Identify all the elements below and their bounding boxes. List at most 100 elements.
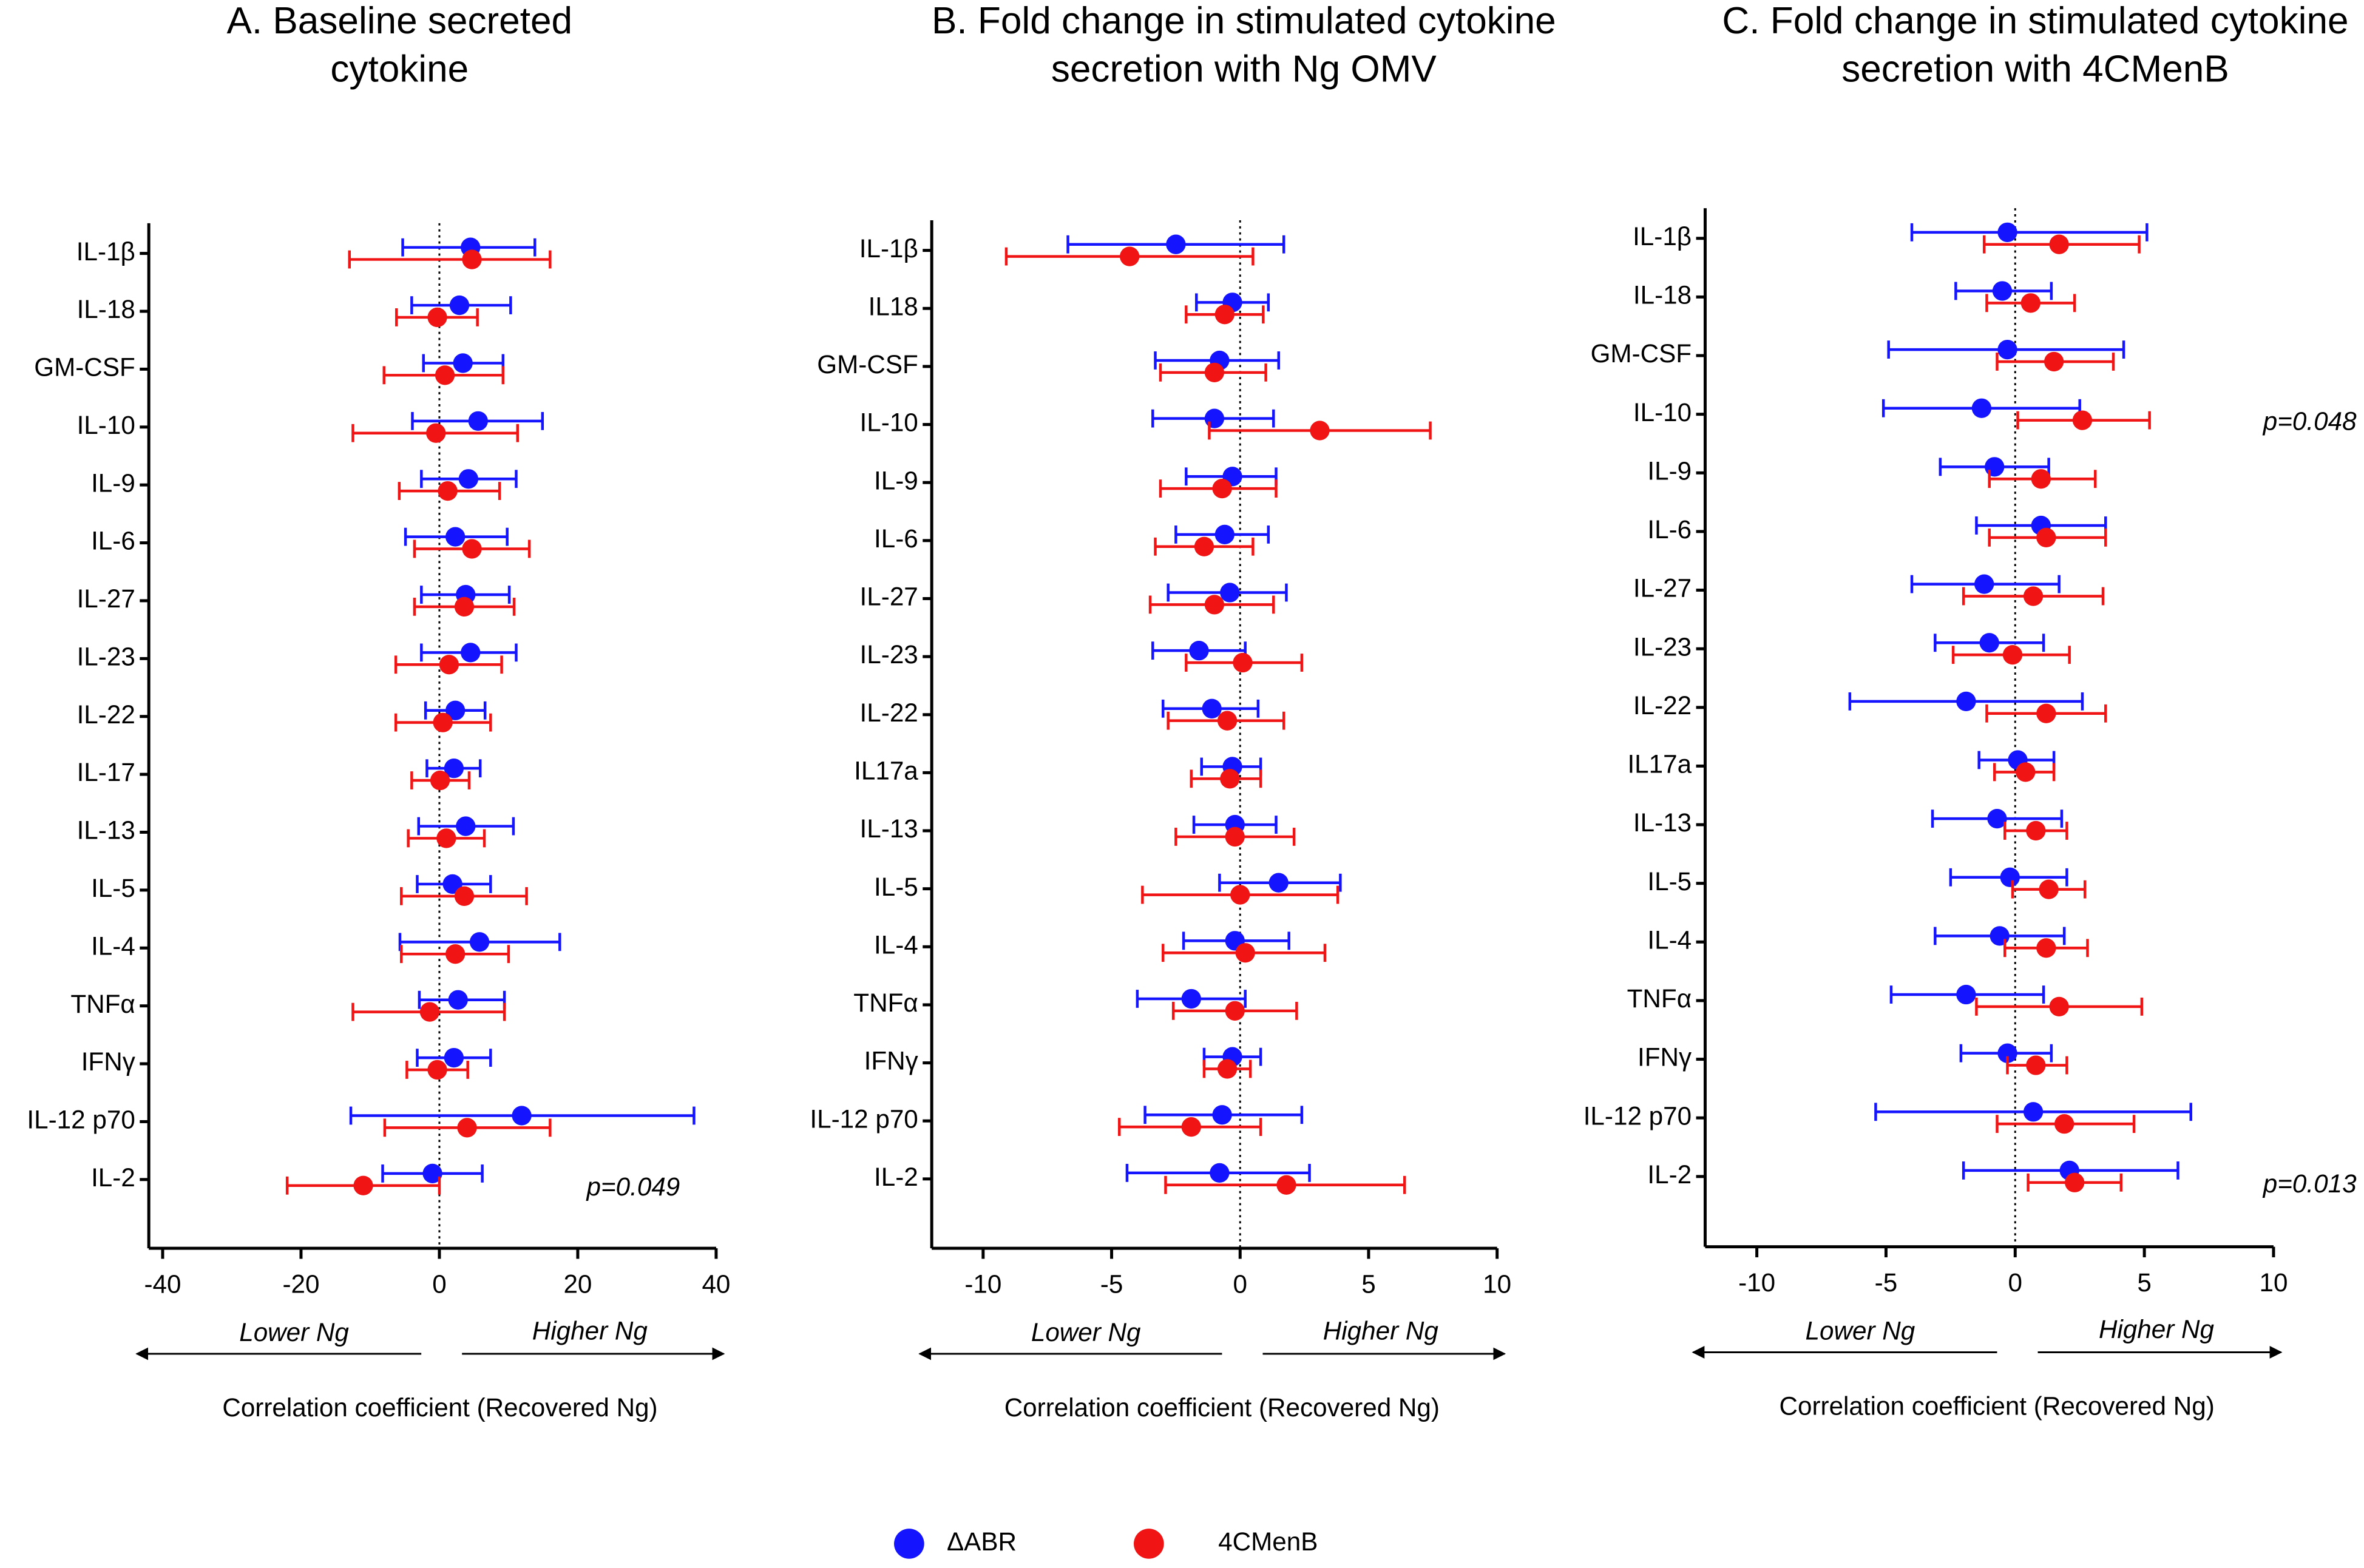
category-label: GM-CSF	[34, 353, 135, 382]
point	[1268, 873, 1289, 893]
point	[1204, 408, 1225, 428]
point	[1233, 652, 1253, 673]
point	[1971, 398, 1992, 418]
point	[2026, 820, 2046, 841]
point	[2020, 293, 2041, 313]
category-label: IL-9	[874, 466, 918, 495]
category-label: IL-2	[874, 1163, 918, 1191]
higher-label: Higher Ng	[1323, 1316, 1439, 1345]
point	[2049, 996, 2069, 1017]
legend-marker	[894, 1529, 924, 1559]
point	[1214, 524, 1234, 545]
point	[1985, 457, 2005, 477]
lower-label: Lower Ng	[239, 1318, 349, 1347]
category-label: IL-23	[860, 640, 918, 669]
point	[1225, 826, 1245, 847]
legend-label: 4CMenB	[1218, 1527, 1318, 1556]
point	[1987, 808, 2007, 829]
category-label: IL-27	[1633, 574, 1692, 603]
point	[469, 932, 490, 952]
category-label: IL-9	[91, 468, 135, 497]
category-label: IFNγ	[1638, 1043, 1692, 1072]
point	[2026, 1055, 2046, 1075]
category-label: IL-12 p70	[27, 1106, 135, 1134]
point	[427, 307, 447, 328]
category-label: IL-13	[77, 816, 135, 845]
point	[445, 700, 466, 720]
x-tick-label: -40	[144, 1269, 181, 1298]
point	[426, 423, 446, 443]
category-label: IL-22	[77, 700, 135, 729]
category-label: IL-9	[1647, 456, 1692, 485]
point	[1181, 1117, 1201, 1137]
point	[433, 712, 453, 732]
category-label: IL-6	[874, 524, 918, 553]
panel: B. Fold change in stimulated cytokine se…	[810, 0, 1556, 1422]
panel: C. Fold change in stimulated cytokine se…	[1583, 0, 2357, 1421]
category-label: IL-18	[1633, 281, 1692, 309]
point	[468, 411, 488, 431]
point	[2023, 1102, 2044, 1122]
point	[462, 249, 482, 269]
point	[1235, 943, 1255, 963]
x-axis-label: Correlation coefficient (Recovered Ng)	[222, 1393, 657, 1422]
category-label: IL-18	[77, 295, 135, 323]
point	[1214, 305, 1234, 325]
point	[427, 1059, 447, 1080]
panel-title: B. Fold change in stimulated cytokine se…	[931, 0, 1556, 91]
x-tick-label: 20	[563, 1269, 592, 1298]
category-label: IFNγ	[81, 1047, 135, 1076]
category-label: IL-5	[874, 873, 918, 901]
x-tick-label: 10	[1483, 1269, 1511, 1298]
category-label: IL-6	[1647, 515, 1692, 544]
category-label: GM-CSF	[1591, 339, 1692, 368]
point	[2044, 351, 2064, 372]
point	[454, 886, 475, 906]
point	[419, 1002, 440, 1022]
point	[1217, 711, 1238, 731]
point	[456, 816, 476, 836]
point	[2049, 234, 2069, 254]
point	[2000, 867, 2020, 887]
point	[422, 1163, 442, 1184]
x-tick-label: 40	[702, 1269, 730, 1298]
point	[2016, 762, 2036, 782]
point	[2036, 527, 2056, 548]
point	[1974, 574, 1994, 594]
category-label: IL-23	[1633, 632, 1692, 661]
lower-label: Lower Ng	[1031, 1318, 1141, 1347]
point	[1194, 536, 1214, 556]
higher-label: Higher Ng	[2099, 1315, 2215, 1343]
x-tick-label: -5	[1100, 1269, 1123, 1298]
category-label: IL17a	[854, 757, 918, 785]
category-label: IL-4	[1647, 925, 1692, 954]
panel-title: C. Fold change in stimulated cytokine se…	[1722, 0, 2349, 91]
point	[353, 1175, 373, 1195]
x-axis-label: Correlation coefficient (Recovered Ng)	[1779, 1392, 2214, 1421]
category-label: IL-4	[874, 930, 918, 959]
point	[2031, 469, 2051, 489]
p-value: p=0.048	[2262, 407, 2357, 436]
point	[1220, 583, 1240, 603]
point	[448, 990, 468, 1010]
category-label: TNFα	[1627, 984, 1692, 1013]
panel-title-box: B. Fold change in stimulated cytokine se…	[931, 0, 1556, 91]
category-label: IL-27	[860, 583, 918, 611]
category-label: IL-2	[1647, 1160, 1692, 1189]
category-label: IFNγ	[864, 1047, 918, 1075]
point	[1990, 926, 2010, 946]
point	[462, 539, 482, 559]
point	[1181, 988, 1201, 1009]
category-label: IL-12 p70	[810, 1104, 918, 1133]
point	[1956, 984, 1976, 1005]
panel: A. Baseline secreted cytokine -40 -20 0 20 40…	[27, 0, 730, 1422]
x-tick-label: 5	[2137, 1268, 2151, 1297]
x-tick-label: 5	[1361, 1269, 1375, 1298]
point	[1230, 885, 1250, 905]
category-label: IL-5	[91, 874, 135, 902]
category-label: IL-13	[1633, 808, 1692, 837]
category-label: IL-13	[860, 814, 918, 843]
point	[2002, 644, 2023, 665]
point	[442, 874, 462, 894]
category-label: IL-10	[77, 411, 135, 439]
